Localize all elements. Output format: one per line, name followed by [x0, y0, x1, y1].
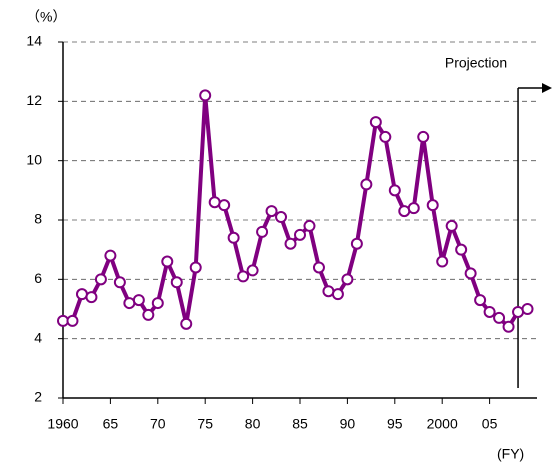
data-point	[104, 249, 117, 262]
data-point	[265, 205, 278, 218]
data-point	[483, 305, 496, 318]
data-point	[142, 308, 155, 321]
data-point	[436, 255, 449, 268]
data-line	[63, 93, 529, 329]
y-tick-label: 8	[34, 211, 42, 227]
data-point	[275, 211, 288, 224]
x-tick-label: 1960	[47, 416, 78, 432]
data-point	[474, 294, 487, 307]
data-point	[360, 178, 373, 191]
data-point	[369, 116, 382, 129]
data-point	[180, 317, 193, 330]
data-point	[379, 130, 392, 143]
data-point	[189, 261, 202, 274]
data-point	[426, 199, 439, 212]
data-point	[66, 314, 79, 327]
x-tick-label: 80	[245, 416, 261, 432]
data-point	[161, 255, 174, 268]
data-point	[512, 305, 525, 318]
data-point	[350, 237, 363, 250]
data-point	[464, 267, 477, 280]
x-tick-label: 75	[197, 416, 213, 432]
y-tick-label: 12	[26, 92, 42, 108]
y-tick-label: 6	[34, 270, 42, 286]
data-point	[407, 202, 420, 215]
data-point	[455, 243, 468, 256]
y-tick-label: 14	[26, 33, 42, 49]
x-tick-label: 95	[387, 416, 403, 432]
data-point	[151, 297, 164, 310]
data-point	[123, 297, 136, 310]
x-axis-label: (FY)	[497, 446, 524, 462]
data-point	[246, 264, 259, 277]
data-point	[227, 231, 240, 244]
y-tick-label: 10	[26, 151, 42, 167]
data-point	[113, 276, 126, 289]
data-point	[445, 219, 458, 232]
x-tick-label: 70	[150, 416, 166, 432]
data-point	[303, 219, 316, 232]
x-tick-label: 90	[340, 416, 356, 432]
data-point	[208, 196, 221, 209]
data-point	[521, 303, 534, 315]
data-point	[85, 291, 98, 304]
data-point	[294, 228, 306, 241]
y-axis-label: （%）	[26, 9, 66, 25]
data-point	[199, 89, 212, 102]
arrow-head	[542, 83, 552, 93]
data-point	[256, 225, 269, 238]
data-point	[132, 294, 145, 307]
data-point	[322, 285, 335, 298]
data-point	[417, 130, 430, 143]
x-tick-label: 85	[292, 416, 308, 432]
data-point	[493, 311, 506, 324]
data-point	[218, 199, 231, 212]
data-point	[170, 276, 183, 289]
data-point	[341, 273, 354, 286]
data-point	[312, 261, 325, 274]
x-tick-label: 05	[482, 416, 498, 432]
data-point	[237, 270, 250, 283]
data-point	[94, 273, 107, 286]
data-point	[388, 184, 401, 197]
data-point	[75, 288, 88, 301]
y-tick-label: 4	[34, 329, 42, 345]
x-tick-label: 65	[103, 416, 119, 432]
data-point	[502, 320, 515, 333]
data-point	[398, 205, 411, 218]
annotation: Projection	[445, 55, 507, 71]
x-tick-label: 2000	[427, 416, 458, 432]
data-point	[331, 288, 344, 301]
data-point	[284, 237, 297, 250]
y-tick-label: 2	[34, 389, 42, 405]
